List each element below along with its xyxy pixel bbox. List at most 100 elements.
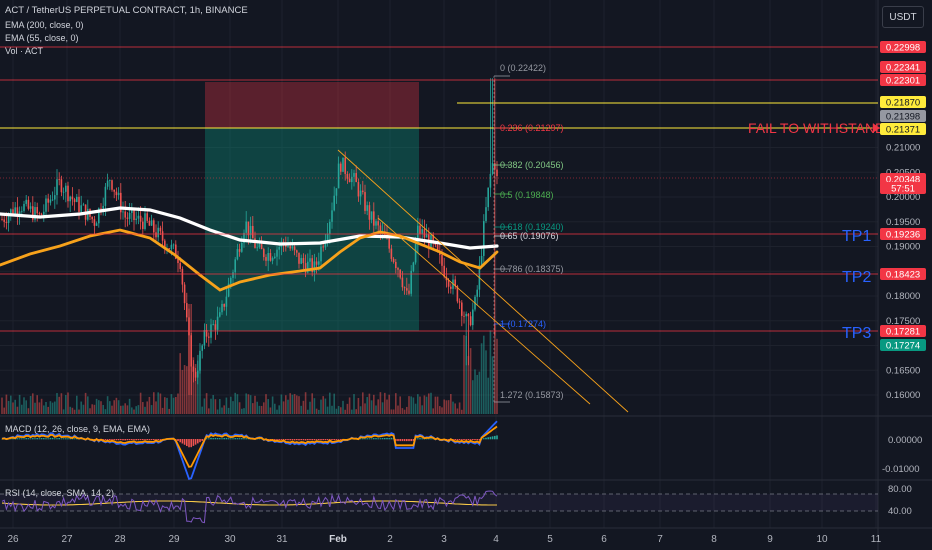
volume-bar [289, 393, 291, 414]
macd-tick-label: 0.00000 [888, 435, 922, 446]
macd-histogram-bar [324, 439, 327, 441]
candle-body [447, 280, 450, 287]
trendline-upper[interactable] [337, 149, 629, 413]
volume-bar [234, 392, 236, 414]
candle-body [436, 244, 439, 252]
volume-bar [379, 392, 382, 414]
currency-button[interactable]: USDT [882, 6, 924, 28]
indicator-volume-label[interactable]: Vol · ACT [5, 46, 44, 56]
rsi-sma-line [1, 500, 497, 506]
fib-label-065: 0.65 (0.19076) [500, 231, 559, 241]
macd-histogram-bar [214, 437, 217, 440]
indicator-ema55-label[interactable]: EMA (55, close, 0) [5, 33, 79, 43]
tp2-label[interactable]: TP2 [842, 269, 871, 286]
price-tick-label: 0.18000 [886, 291, 920, 302]
macd-histogram-bar [76, 438, 78, 440]
candle-body [47, 198, 49, 203]
rsi-label[interactable]: RSI (14, close, SMA, 14, 2) [5, 488, 115, 498]
volume-bar [102, 404, 104, 414]
volume-bar [263, 402, 265, 414]
macd-histogram-bar [73, 438, 76, 440]
macd-histogram-bar [428, 438, 430, 440]
indicator-ema200-label[interactable]: EMA (200, close, 0) [5, 20, 84, 30]
macd-histogram-bar [144, 439, 146, 440]
volume-bar [69, 406, 71, 414]
volume-bar [100, 401, 102, 414]
volume-bar [357, 397, 360, 414]
fib-label-0: 0 (0.22422) [500, 63, 546, 73]
stop-loss-zone[interactable] [205, 82, 419, 128]
volume-bar [454, 403, 456, 414]
ema-55-line[interactable] [0, 228, 499, 292]
candle-body [76, 196, 78, 202]
fib-retracement[interactable] [493, 75, 510, 403]
price-badge-label: 57:51 [891, 184, 915, 195]
trendline-lower[interactable] [377, 217, 591, 405]
ema-200-line[interactable] [0, 206, 499, 250]
macd-histogram-bar [287, 439, 289, 441]
candle-body [304, 263, 307, 273]
candle-body [139, 215, 142, 222]
candle-body [388, 238, 390, 249]
rsi-pane[interactable] [0, 490, 878, 524]
volume-bar [256, 401, 258, 414]
macd-histogram-bar [461, 439, 463, 440]
candle-body [164, 240, 166, 249]
rsi-line [1, 490, 498, 524]
volume-bar [342, 400, 344, 414]
fib-label-0382: 0.382 (0.20456) [500, 160, 564, 170]
candle-body [287, 246, 289, 247]
volume-bar [439, 406, 441, 414]
macd-histogram-bar [326, 439, 329, 441]
volume-bar [216, 409, 219, 414]
volume-bar [326, 406, 329, 414]
candle-body [366, 205, 368, 211]
volume-bar [478, 371, 481, 414]
macd-histogram-bar [34, 438, 36, 440]
macd-histogram-bar [388, 438, 390, 440]
volume-bar [126, 405, 129, 414]
fail-to-withstand-label[interactable]: FAIL TO WITHSTAND [748, 120, 885, 136]
take-profit-zone[interactable] [205, 128, 419, 331]
time-tick-label: 8 [711, 534, 717, 545]
macd-histogram-bar [412, 439, 415, 442]
time-axis[interactable]: 26 27 28 29 30 31 Feb 2 3 4 5 6 7 8 9 10 11 [7, 534, 881, 545]
macd-histogram-bar [467, 439, 470, 441]
candle-body [406, 288, 408, 291]
chart-title[interactable]: ACT / TetherUS PERPETUAL CONTRACT, 1h, B… [5, 5, 248, 16]
macd-histogram-bar [49, 437, 52, 440]
volume-bar [260, 405, 263, 414]
candle-body [465, 313, 467, 317]
volume-bar [410, 396, 412, 414]
macd-histogram-bar [65, 438, 67, 440]
macd-histogram-bar [122, 439, 124, 441]
macd-histogram-bar [379, 438, 382, 440]
candle-body [111, 180, 113, 190]
macd-histogram-bar [276, 439, 278, 440]
volume-bar [384, 392, 386, 414]
tp3-label[interactable]: TP3 [842, 325, 871, 342]
candle-body [181, 268, 184, 285]
macd-histogram-bar [452, 439, 454, 440]
time-tick-label: Feb [329, 534, 347, 545]
macd-histogram-bar [58, 437, 60, 440]
macd-histogram-bar [113, 439, 115, 440]
macd-histogram-bar [417, 438, 419, 440]
volume-bar [267, 399, 269, 414]
candle-body [454, 279, 456, 287]
tp1-label[interactable]: TP1 [842, 228, 871, 245]
volume-bar [441, 407, 443, 414]
volume-bar [172, 397, 175, 414]
macd-histogram-bar [32, 438, 34, 440]
macd-pane[interactable] [1, 420, 498, 480]
macd-label[interactable]: MACD (12, 26, close, 9, EMA, EMA) [5, 424, 151, 434]
volume-bar [210, 398, 212, 414]
volume-bar [337, 406, 340, 414]
candle-body [421, 229, 423, 234]
volume-bar [60, 393, 63, 414]
macd-histogram-bar [447, 439, 450, 440]
volume-bar [98, 400, 100, 414]
candle-body [346, 173, 349, 179]
price-badge [880, 61, 926, 73]
